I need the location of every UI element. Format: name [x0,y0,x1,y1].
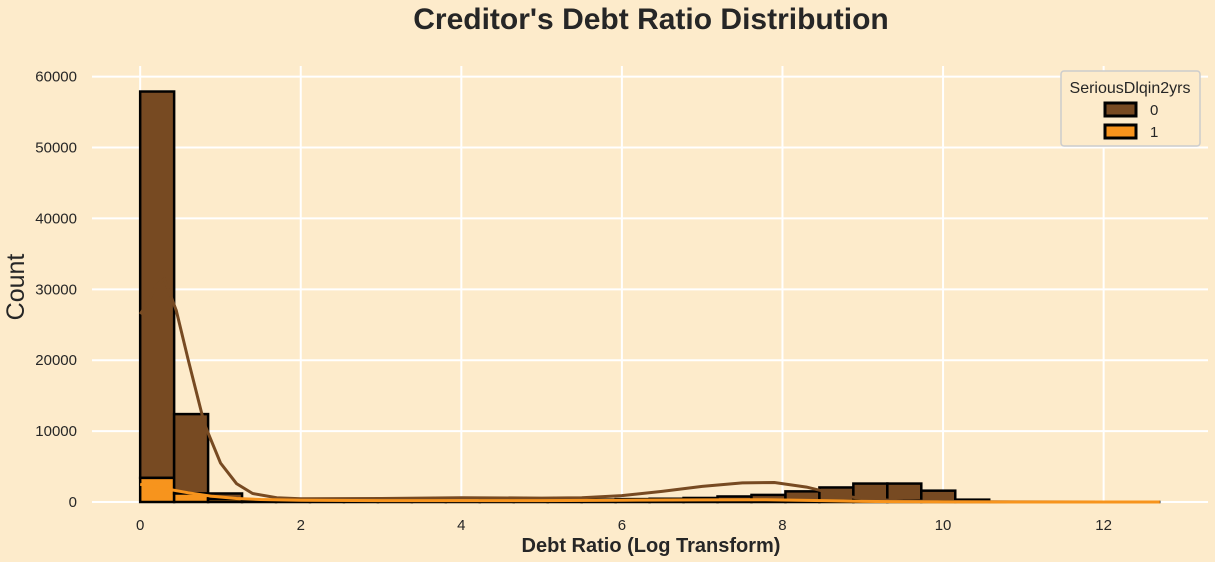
legend-swatch-0 [1103,101,1138,118]
bar-series0-22 [886,482,923,502]
kde-curve-0 [138,276,1160,504]
bar-series1-17 [716,500,753,504]
x-tick-label-4: 8 [778,517,786,534]
bar-series0-23 [920,489,957,503]
y-tick-label-3: 30000 [35,281,77,298]
bar-series1-3 [240,499,278,504]
x-tick-label-5: 10 [935,517,952,534]
x-tick-label-6: 12 [1095,517,1112,534]
x-tick-label-2: 4 [457,517,465,534]
chart-title: Creditor's Debt Ratio Distribution [413,3,888,36]
bar-series0-1 [172,412,210,495]
legend-label-1: 1 [1150,124,1158,141]
y-tick-label-5: 50000 [35,140,77,157]
y-tick-label-1: 10000 [35,423,77,440]
legend-title: SeriousDlqin2yrs [1070,80,1191,97]
y-tick-label-0: 0 [69,494,77,511]
y-axis-ticks: 0 10000 20000 30000 40000 50000 60000 [35,69,77,511]
y-tick-label-2: 20000 [35,352,77,369]
kde-curve-1 [139,482,1160,504]
x-axis-ticks: 0 2 4 6 8 10 12 [136,517,1112,534]
x-axis-label: Debt Ratio (Log Transform) [522,535,781,557]
grid [92,66,1208,503]
legend-label-0: 0 [1150,102,1158,119]
x-tick-label-3: 6 [618,517,626,534]
legend-swatch-1 [1103,123,1138,140]
y-tick-label-6: 60000 [35,69,77,86]
y-axis-label: Count [2,254,30,321]
y-tick-label-4: 40000 [35,210,77,227]
x-tick-label-1: 2 [297,517,305,534]
bars [138,90,1161,504]
x-tick-label-0: 0 [136,517,144,534]
legend: SeriousDlqin2yrs 0 1 [1060,70,1201,147]
kde-curves [138,276,1160,504]
